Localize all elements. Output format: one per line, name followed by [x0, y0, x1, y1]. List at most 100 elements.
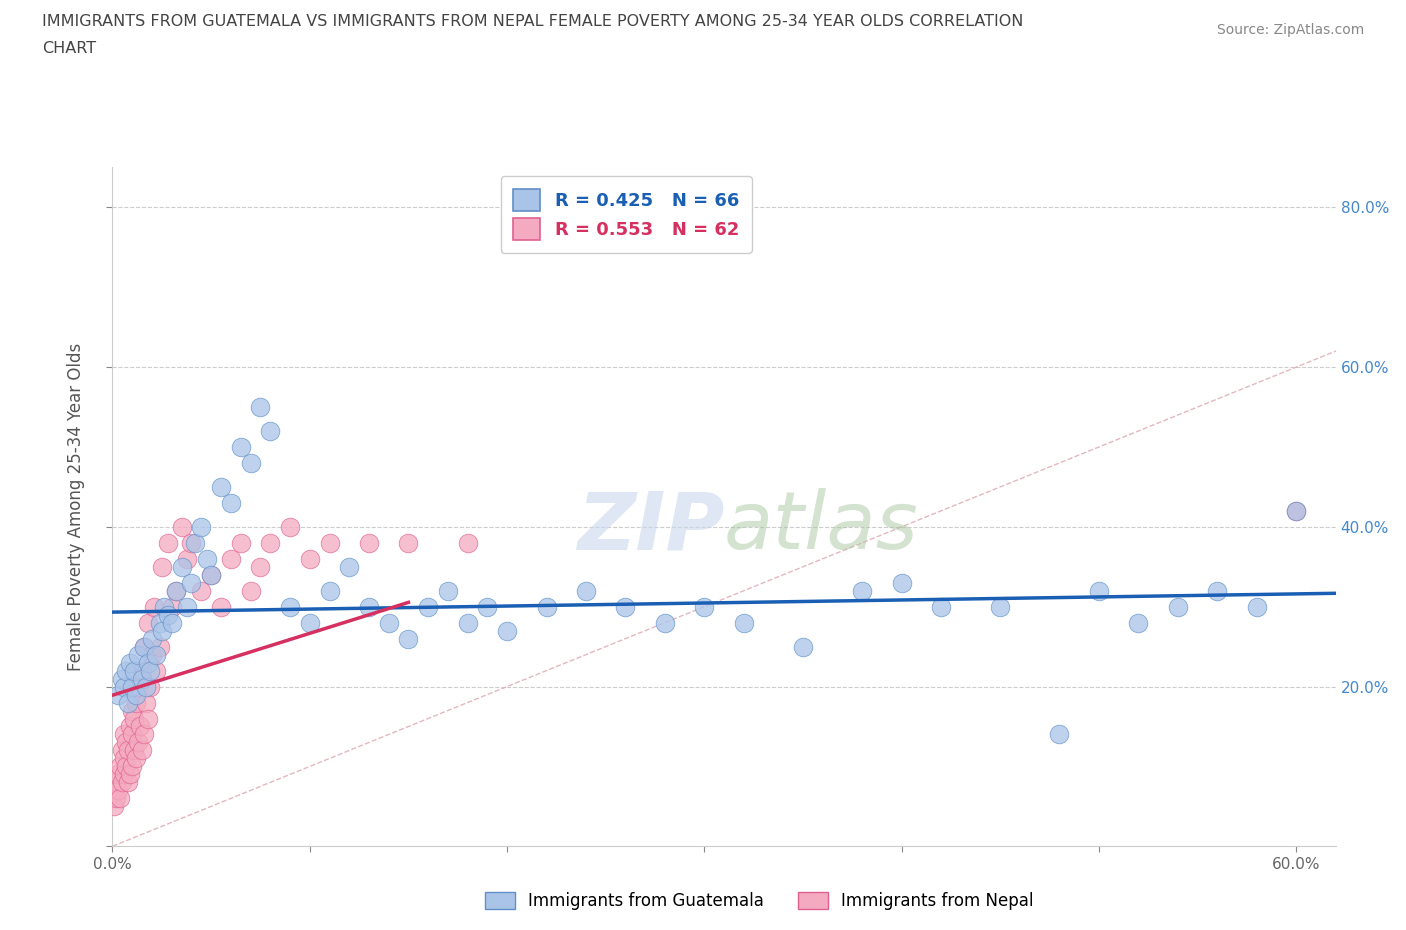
Point — [117, 743, 139, 758]
Point — [125, 695, 148, 710]
Point — [122, 663, 145, 678]
Point — [298, 551, 321, 566]
Point — [1049, 727, 1071, 742]
Point — [259, 536, 281, 551]
Point — [496, 623, 519, 638]
Point — [377, 616, 399, 631]
Point — [170, 519, 193, 534]
Point — [357, 599, 380, 614]
Point — [125, 751, 148, 766]
Point — [654, 616, 676, 631]
Point — [121, 679, 143, 694]
Point — [156, 607, 179, 622]
Point — [121, 727, 143, 742]
Point — [477, 599, 499, 614]
Point — [180, 576, 202, 591]
Point — [131, 671, 153, 686]
Point — [176, 551, 198, 566]
Point — [396, 536, 419, 551]
Point — [733, 616, 755, 631]
Point — [111, 775, 134, 790]
Point — [127, 647, 149, 662]
Point — [693, 599, 716, 614]
Point — [149, 616, 172, 631]
Point — [135, 695, 157, 710]
Point — [107, 687, 129, 702]
Point — [1285, 503, 1308, 518]
Point — [110, 790, 132, 805]
Point — [318, 583, 340, 598]
Point — [136, 616, 159, 631]
Point — [249, 400, 271, 415]
Point — [536, 599, 558, 614]
Point — [105, 790, 128, 805]
Point — [278, 519, 301, 534]
Point — [318, 536, 340, 551]
Point — [229, 536, 252, 551]
Text: CHART: CHART — [42, 41, 96, 56]
Point — [141, 647, 163, 662]
Point — [145, 647, 167, 662]
Point — [150, 559, 173, 574]
Point — [112, 679, 135, 694]
Point — [120, 767, 142, 782]
Point — [121, 703, 143, 718]
Point — [117, 775, 139, 790]
Point — [132, 639, 155, 654]
Point — [115, 663, 138, 678]
Point — [139, 679, 162, 694]
Point — [132, 727, 155, 742]
Point — [170, 559, 193, 574]
Point — [107, 783, 129, 798]
Point — [180, 536, 202, 551]
Text: Source: ZipAtlas.com: Source: ZipAtlas.com — [1216, 23, 1364, 37]
Y-axis label: Female Poverty Among 25-34 Year Olds: Female Poverty Among 25-34 Year Olds — [67, 343, 86, 671]
Point — [165, 583, 187, 598]
Point — [122, 711, 145, 726]
Text: atlas: atlas — [724, 488, 920, 566]
Point — [1128, 616, 1150, 631]
Point — [190, 583, 212, 598]
Point — [165, 583, 187, 598]
Point — [1285, 503, 1308, 518]
Point — [120, 655, 142, 670]
Legend: Immigrants from Guatemala, Immigrants from Nepal: Immigrants from Guatemala, Immigrants fr… — [478, 885, 1040, 917]
Point — [190, 519, 212, 534]
Point — [127, 735, 149, 750]
Point — [107, 767, 129, 782]
Point — [792, 639, 814, 654]
Point — [160, 616, 183, 631]
Point — [156, 536, 179, 551]
Point — [141, 631, 163, 646]
Point — [209, 480, 232, 495]
Point — [115, 735, 138, 750]
Point — [122, 743, 145, 758]
Text: ZIP: ZIP — [576, 488, 724, 566]
Point — [135, 679, 157, 694]
Point — [457, 536, 479, 551]
Point — [117, 695, 139, 710]
Point — [139, 663, 162, 678]
Point — [131, 743, 153, 758]
Point — [111, 671, 134, 686]
Point — [219, 496, 242, 511]
Point — [121, 759, 143, 774]
Point — [112, 727, 135, 742]
Point — [110, 759, 132, 774]
Point — [200, 567, 222, 582]
Point — [418, 599, 440, 614]
Point — [259, 423, 281, 438]
Point — [1246, 599, 1268, 614]
Point — [239, 456, 262, 471]
Point — [112, 767, 135, 782]
Point — [929, 599, 952, 614]
Point — [127, 679, 149, 694]
Point — [112, 751, 135, 766]
Point — [115, 759, 138, 774]
Point — [160, 599, 183, 614]
Point — [129, 719, 152, 734]
Point — [298, 616, 321, 631]
Point — [249, 559, 271, 574]
Point — [396, 631, 419, 646]
Point — [437, 583, 460, 598]
